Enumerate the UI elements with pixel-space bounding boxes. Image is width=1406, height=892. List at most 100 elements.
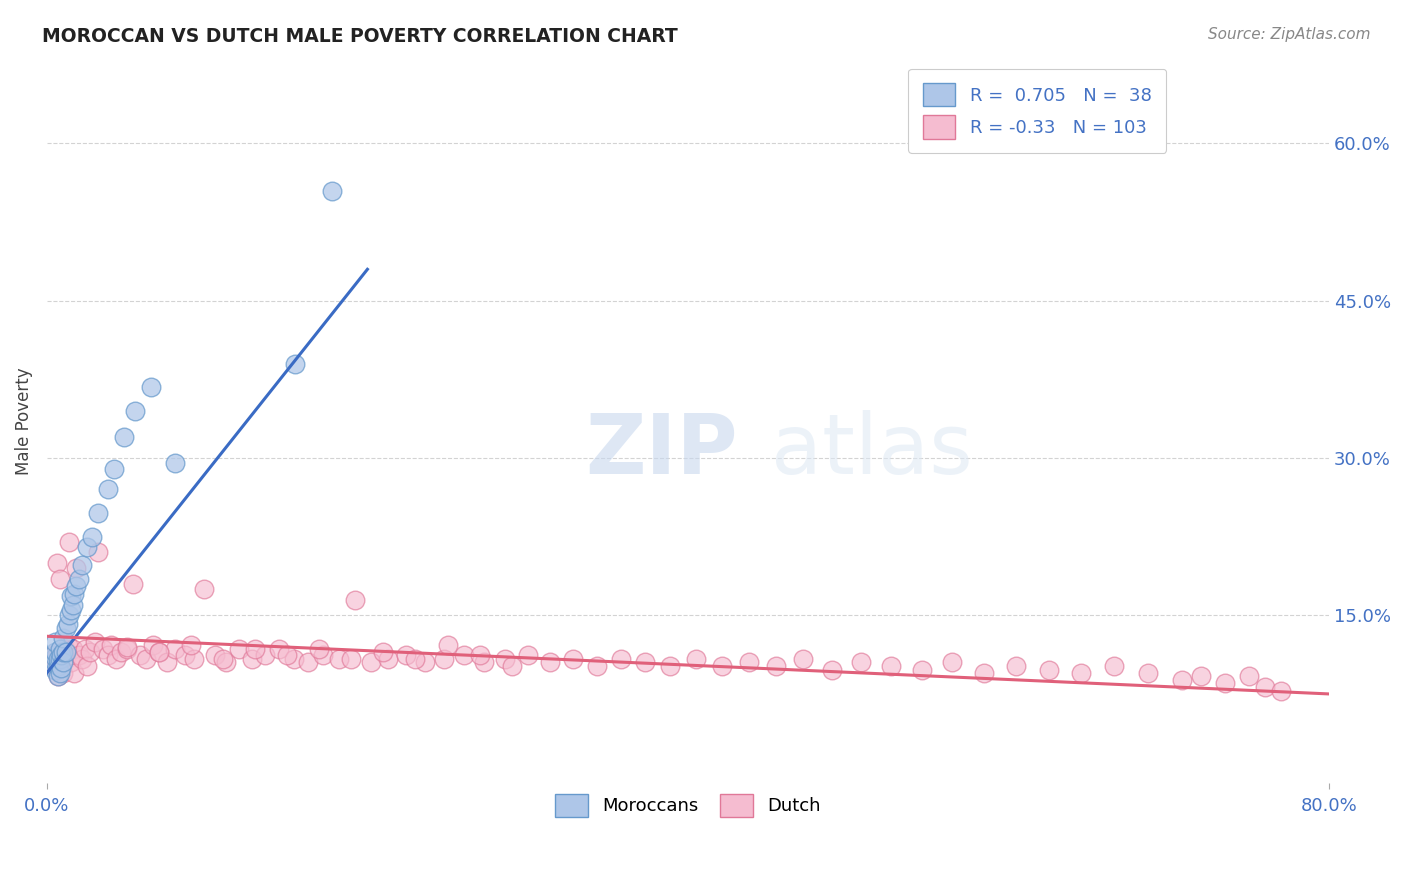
Point: [297, 656, 319, 670]
Point: [245, 641, 267, 656]
Point: [48, 641, 70, 656]
Point: [76, 658, 98, 673]
Point: [1189, 669, 1212, 683]
Point: [51, 648, 73, 662]
Point: [1104, 658, 1126, 673]
Point: [911, 663, 934, 677]
Point: [128, 648, 150, 662]
Point: [1070, 665, 1092, 680]
Point: [56, 638, 79, 652]
Point: [1254, 680, 1277, 694]
Point: [59, 590, 82, 604]
Point: [44, 652, 66, 666]
Point: [44, 634, 66, 648]
Point: [122, 577, 145, 591]
Point: [494, 652, 516, 666]
Point: [48, 652, 70, 666]
Point: [269, 641, 291, 656]
Point: [104, 652, 127, 666]
Point: [80, 530, 103, 544]
Point: [87, 545, 110, 559]
Point: [41, 656, 63, 670]
Point: [148, 645, 170, 659]
Point: [44, 645, 66, 659]
Point: [373, 645, 395, 659]
Point: [1136, 665, 1159, 680]
Point: [53, 641, 76, 656]
Point: [70, 558, 93, 572]
Point: [228, 641, 250, 656]
Point: [55, 652, 77, 666]
Text: atlas: atlas: [772, 409, 973, 491]
Point: [44, 663, 66, 677]
Point: [395, 648, 418, 662]
Point: [377, 652, 399, 666]
Point: [62, 598, 84, 612]
Point: [55, 621, 77, 635]
Point: [284, 357, 307, 371]
Point: [52, 656, 75, 670]
Point: [321, 184, 343, 198]
Point: [46, 658, 69, 673]
Point: [156, 656, 179, 670]
Point: [516, 648, 538, 662]
Point: [1213, 676, 1236, 690]
Point: [46, 645, 69, 659]
Point: [360, 656, 382, 670]
Point: [79, 645, 101, 659]
Point: [240, 652, 263, 666]
Point: [58, 535, 80, 549]
Point: [1038, 663, 1060, 677]
Point: [343, 592, 366, 607]
Point: [468, 648, 491, 662]
Point: [738, 656, 761, 670]
Point: [115, 640, 138, 654]
Text: Source: ZipAtlas.com: Source: ZipAtlas.com: [1208, 27, 1371, 42]
Point: [142, 638, 165, 652]
Point: [474, 656, 496, 670]
Y-axis label: Male Poverty: Male Poverty: [15, 368, 32, 475]
Point: [44, 656, 66, 670]
Point: [685, 652, 707, 666]
Point: [765, 658, 787, 673]
Point: [70, 652, 93, 666]
Point: [253, 648, 276, 662]
Point: [59, 656, 82, 670]
Point: [52, 645, 75, 659]
Point: [311, 648, 333, 662]
Point: [792, 652, 814, 666]
Point: [44, 650, 66, 665]
Point: [46, 669, 69, 683]
Point: [55, 645, 77, 659]
Point: [139, 380, 162, 394]
Point: [100, 638, 122, 652]
Point: [45, 663, 67, 677]
Point: [880, 658, 903, 673]
Point: [1170, 673, 1192, 688]
Point: [63, 665, 86, 680]
Point: [849, 656, 872, 670]
Point: [212, 652, 235, 666]
Point: [173, 648, 195, 662]
Point: [276, 648, 298, 662]
Point: [180, 638, 202, 652]
Point: [183, 652, 205, 666]
Point: [634, 656, 657, 670]
Point: [84, 634, 107, 648]
Point: [973, 665, 995, 680]
Point: [75, 641, 97, 656]
Legend: Moroccans, Dutch: Moroccans, Dutch: [547, 785, 830, 826]
Point: [340, 652, 363, 666]
Point: [561, 652, 583, 666]
Point: [501, 658, 523, 673]
Point: [135, 652, 157, 666]
Point: [115, 641, 138, 656]
Point: [193, 582, 215, 596]
Point: [52, 665, 75, 680]
Point: [165, 456, 187, 470]
Point: [45, 556, 67, 570]
Point: [436, 638, 458, 652]
Point: [308, 641, 330, 656]
Text: MOROCCAN VS DUTCH MALE POVERTY CORRELATION CHART: MOROCCAN VS DUTCH MALE POVERTY CORRELATI…: [42, 27, 678, 45]
Point: [65, 579, 87, 593]
